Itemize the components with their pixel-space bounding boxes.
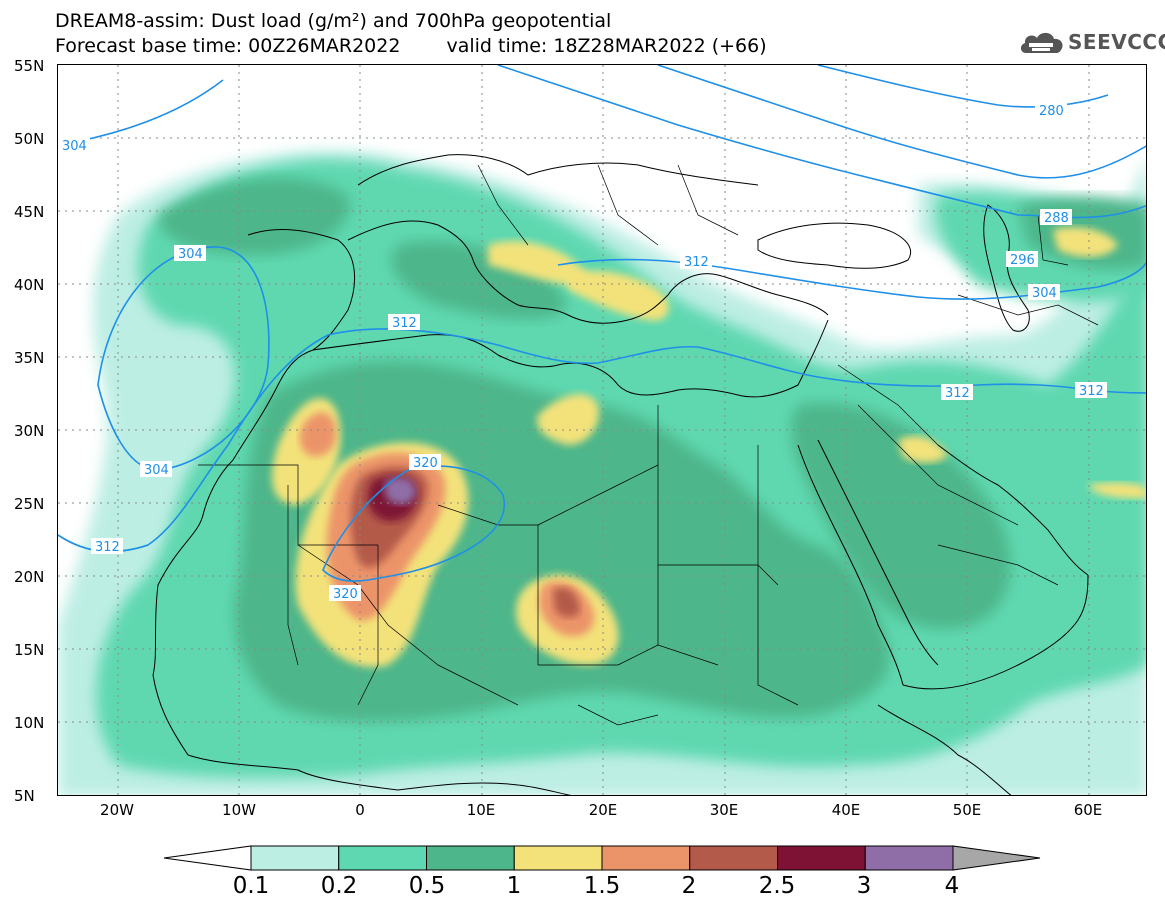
contour-label: 304 [62, 139, 87, 154]
lon-label-20e: 20E [588, 801, 618, 819]
lon-label-0: 0 [355, 801, 365, 819]
colorbar [163, 845, 1043, 875]
contour-label: 312 [945, 386, 970, 401]
colorbar-segment [338, 845, 427, 871]
colorbar-label: 0.1 [232, 873, 270, 899]
lon-label-10e: 10E [466, 801, 496, 819]
contour-label: 312 [392, 316, 417, 331]
colorbar-graphic [163, 845, 1041, 871]
colorbar-under-triangle [163, 845, 252, 871]
valid-time: valid time: 18Z28MAR2022 (+66) [446, 35, 767, 57]
lat-label-40n: 40N [14, 276, 45, 294]
map-canvas: 304 280 288 296 304 312 304 312 312 320 … [58, 65, 1146, 795]
contour-label: 320 [413, 456, 438, 471]
colorbar-segment [250, 845, 340, 871]
colorbar-label: 0.5 [408, 873, 446, 899]
colorbar-segment [601, 845, 691, 871]
lat-label-25n: 25N [14, 495, 45, 513]
colorbar-label: 4 [944, 873, 960, 899]
contour-label: 304 [144, 463, 169, 478]
contour-label: 304 [1032, 286, 1057, 301]
lon-label-20w: 20W [100, 801, 134, 819]
contour-label: 320 [333, 587, 358, 602]
lat-label-10n: 10N [14, 714, 45, 732]
lat-label-20n: 20N [14, 568, 45, 586]
lon-label-10w: 10W [222, 801, 256, 819]
seevccc-logo: SEEVCCC [1018, 27, 1165, 57]
colorbar-segment [777, 845, 866, 871]
colorbar-label: 2.5 [758, 873, 796, 899]
contour-label: 296 [1010, 253, 1035, 268]
lat-label-45n: 45N [14, 203, 45, 221]
colorbar-label: 1.5 [583, 873, 621, 899]
contour-label: 312 [95, 540, 120, 555]
colorbar-segment [513, 845, 603, 871]
lat-label-35n: 35N [14, 349, 45, 367]
map-subtitle: Forecast base time: 00Z26MAR2022 valid ti… [55, 35, 767, 57]
contour-labels: 304 280 288 296 304 312 304 312 312 320 … [58, 102, 1107, 602]
colorbar-fills [250, 845, 954, 871]
colorbar-segment [864, 845, 954, 871]
lat-label-30n: 30N [14, 422, 45, 440]
colorbar-label: 0.2 [320, 873, 358, 899]
country-borders [198, 164, 1099, 726]
lon-label-40e: 40E [831, 801, 861, 819]
colorbar-label: 1 [506, 873, 522, 899]
colorbar-segment [426, 845, 515, 871]
colorbar-label: 3 [856, 873, 872, 899]
dust-load-map: 304 280 288 296 304 312 304 312 312 320 … [57, 64, 1147, 796]
contour-label: 312 [684, 255, 709, 270]
base-time: Forecast base time: 00Z26MAR2022 [55, 35, 401, 57]
lat-label-55n: 55N [14, 57, 45, 75]
lon-label-60e: 60E [1073, 801, 1103, 819]
contour-label: 304 [178, 247, 203, 262]
colorbar-segment [689, 845, 778, 871]
lon-label-50e: 50E [952, 801, 982, 819]
dust-field [58, 151, 1146, 795]
cloud-icon [1020, 32, 1063, 53]
map-title: DREAM8-assim: Dust load (g/m²) and 700hP… [55, 10, 612, 32]
contour-label: 312 [1079, 384, 1104, 399]
coastlines [152, 154, 1089, 795]
lat-label-5n: 5N [14, 787, 35, 805]
graticule [58, 65, 1146, 795]
contour-label: 288 [1044, 211, 1069, 226]
lat-label-50n: 50N [14, 130, 45, 148]
colorbar-over-triangle [952, 845, 1041, 871]
contour-label: 280 [1039, 104, 1064, 119]
lat-label-15n: 15N [14, 641, 45, 659]
logo-text: SEEVCCC [1068, 30, 1165, 54]
colorbar-label: 2 [681, 873, 697, 899]
lon-label-30e: 30E [709, 801, 739, 819]
